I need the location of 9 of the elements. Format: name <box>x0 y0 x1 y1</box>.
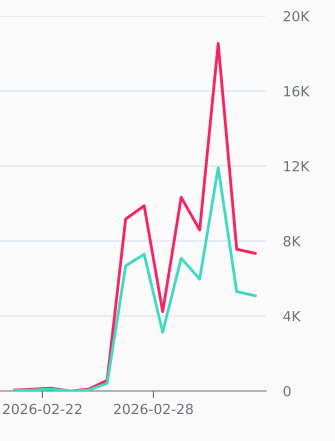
y-tick-label: 0 <box>284 386 291 396</box>
line-series <box>13 166 257 391</box>
y-tick-label: 4K <box>283 311 301 322</box>
x-tick-label: 2026-02-28 <box>114 404 193 414</box>
y-tick-label: 16K <box>284 86 310 96</box>
y-tick-label: 8K <box>284 236 301 246</box>
y-tick-label: 20K <box>284 10 310 22</box>
y-tick-label: 12K <box>284 160 310 172</box>
x-tick-label: 2026-02-22 <box>3 404 82 414</box>
